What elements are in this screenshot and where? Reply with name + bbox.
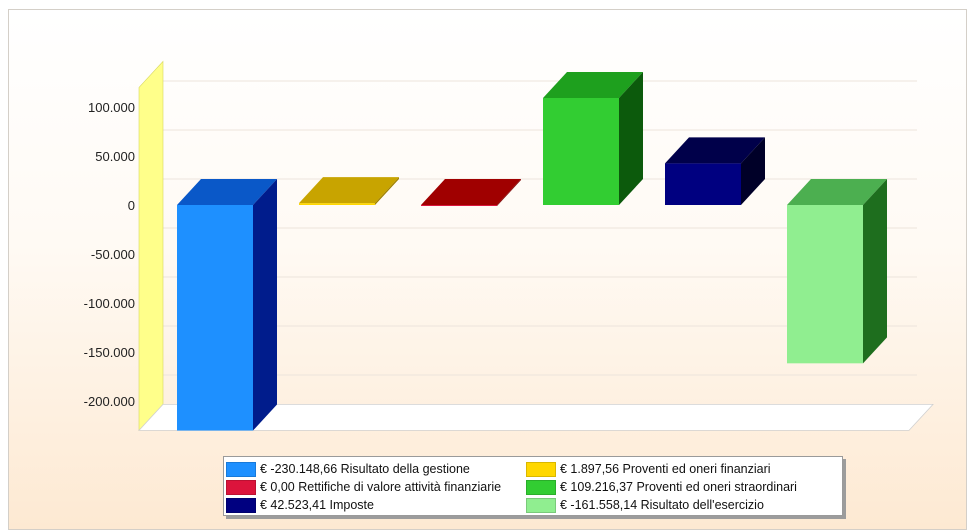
bar-top-5 — [787, 179, 887, 205]
bar-top-3 — [543, 71, 643, 98]
legend-swatch-2 — [226, 479, 256, 495]
legend-item-5: € -161.558,14 Risultato dell'esercizio — [526, 496, 836, 514]
y-tick-label-4: -100.000 — [84, 296, 135, 311]
y-tick-label-0: 100.000 — [88, 100, 135, 115]
bar-top-1 — [299, 177, 399, 204]
bar-1 — [299, 203, 375, 205]
legend-label-1: € 1.897,56 Proventi ed oneri finanziari — [560, 462, 771, 476]
bar-side-5 — [863, 179, 887, 364]
chart-legend: € -230.148,66 Risultato della gestione €… — [223, 456, 843, 516]
bar-side-2 — [497, 179, 521, 206]
legend-swatch-1 — [526, 461, 556, 477]
bar-3 — [543, 97, 619, 205]
legend-label-4: € 42.523,41 Imposte — [260, 498, 374, 512]
legend-label-2: € 0,00 Rettifiche di valore attività fin… — [260, 480, 502, 494]
legend-item-1: € 1.897,56 Proventi ed oneri finanziari — [526, 460, 836, 478]
chart-frame: 100.000 50.000 0 -50.000 -100.000 -150.000 -20… — [8, 9, 967, 530]
y-tick-label-1: 50.000 — [95, 149, 135, 164]
legend-label-0: € -230.148,66 Risultato della gestione — [260, 462, 470, 476]
y-tick-label-2: 0 — [128, 198, 135, 213]
bar-5 — [787, 205, 863, 364]
legend-label-5: € -161.558,14 Risultato dell'esercizio — [560, 498, 764, 512]
bar-side-3 — [619, 71, 643, 205]
legend-swatch-3 — [526, 479, 556, 495]
bar-0 — [177, 205, 253, 431]
y-tick-label-3: -50.000 — [91, 247, 135, 262]
legend-item-2: € 0,00 Rettifiche di valore attività fin… — [226, 478, 526, 496]
legend-swatch-4 — [226, 497, 256, 513]
bar-top-2 — [421, 179, 521, 205]
legend-swatch-5 — [526, 497, 556, 513]
bar-chart-3d: 100.000 50.000 0 -50.000 -100.000 -150.000 -20… — [84, 60, 934, 432]
floor — [138, 403, 934, 431]
legend-item-3: € 109.216,37 Proventi ed oneri straordin… — [526, 478, 836, 496]
bar-4 — [665, 163, 741, 205]
legend-item-4: € 42.523,41 Imposte — [226, 496, 526, 514]
left-wall — [138, 60, 164, 432]
bar-side-4 — [741, 137, 765, 205]
bar-top-4 — [665, 137, 765, 164]
legend-swatch-0 — [226, 461, 256, 477]
bar-side-1 — [375, 177, 399, 205]
legend-label-3: € 109.216,37 Proventi ed oneri straordin… — [560, 480, 797, 494]
bar-2 — [421, 205, 497, 206]
y-tick-label-6: -200.000 — [84, 394, 135, 409]
y-tick-label-5: -150.000 — [84, 345, 135, 360]
bar-side-0 — [253, 179, 277, 431]
legend-item-0: € -230.148,66 Risultato della gestione — [226, 460, 526, 478]
bar-top-0 — [177, 179, 277, 205]
